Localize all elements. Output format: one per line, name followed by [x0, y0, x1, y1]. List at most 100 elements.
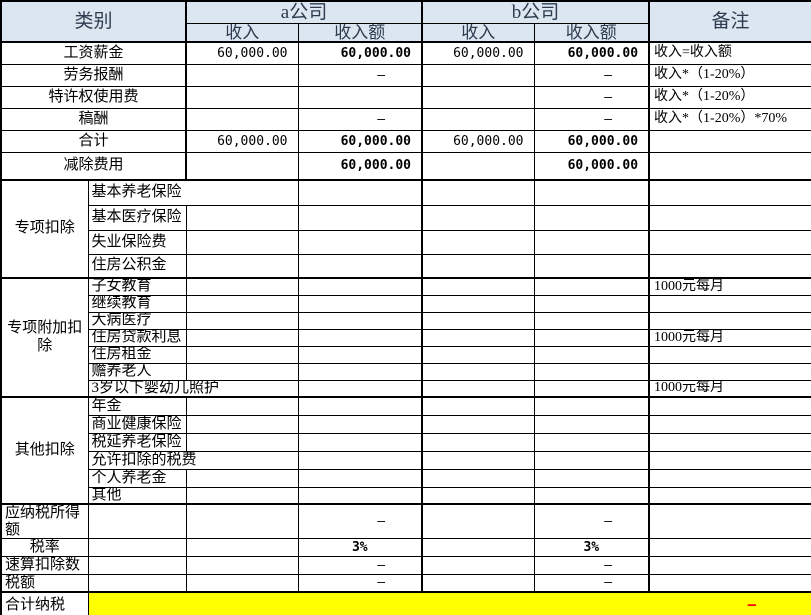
- cell-a-income[interactable]: [185, 107, 299, 131]
- cell-b-income[interactable]: [421, 503, 535, 539]
- cell-item-name[interactable]: 住房贷款利息: [87, 328, 187, 347]
- cell-b-income[interactable]: [421, 85, 535, 109]
- cell-remark[interactable]: [648, 573, 811, 593]
- cell-a-income-amount[interactable]: –: [297, 573, 424, 593]
- cell-a-income[interactable]: [185, 85, 299, 109]
- cell-a-income-amount[interactable]: [297, 450, 424, 470]
- cell-b-income[interactable]: [421, 277, 535, 296]
- cell-item-name[interactable]: 3岁以下婴幼儿照护: [87, 379, 299, 398]
- cell-b-income[interactable]: [421, 414, 535, 434]
- cell-a-income-amount[interactable]: [297, 328, 424, 347]
- header-remark[interactable]: 备注: [648, 0, 811, 43]
- cell-remark[interactable]: [648, 486, 811, 505]
- cell-b-income[interactable]: [421, 311, 535, 330]
- cell-a-income[interactable]: [185, 63, 299, 87]
- cell-row-label[interactable]: 应纳税所得额: [0, 503, 89, 539]
- cell-b-income-amount[interactable]: [533, 229, 651, 255]
- cell-remark[interactable]: [648, 151, 811, 181]
- cell-a-income-amount[interactable]: [297, 85, 424, 109]
- cell-a-income-amount[interactable]: [297, 253, 424, 279]
- header-category[interactable]: 类别: [0, 0, 188, 43]
- cell-row-label[interactable]: 稿酬: [0, 107, 188, 131]
- cell-b-income-amount[interactable]: 60,000.00: [533, 129, 651, 153]
- cell-item-name[interactable]: 基本医疗保险: [87, 204, 187, 231]
- cell-b-income-amount[interactable]: [533, 432, 651, 452]
- cell-b-income[interactable]: 60,000.00: [421, 41, 535, 65]
- cell-remark[interactable]: [648, 396, 811, 416]
- cell-row-label[interactable]: 税率: [0, 538, 89, 557]
- cell-a-income-amount[interactable]: [297, 468, 424, 488]
- cell-a-income-amount[interactable]: [297, 486, 424, 505]
- cell-b-income-amount[interactable]: [533, 253, 651, 279]
- cell-b-income[interactable]: [421, 345, 535, 364]
- cell-b-income[interactable]: [421, 151, 535, 181]
- cell-spacer[interactable]: [87, 573, 187, 593]
- cell-b-income-amount[interactable]: [533, 345, 651, 364]
- cell-a-income-amount[interactable]: 3%: [297, 538, 424, 557]
- cell-b-income-amount[interactable]: [533, 362, 651, 381]
- cell-a-income-amount[interactable]: 60,000.00: [297, 129, 424, 153]
- header-b-income[interactable]: 收入: [421, 22, 535, 43]
- cell-a-income-amount[interactable]: [297, 277, 424, 296]
- cell-group-label[interactable]: 其他扣除: [0, 396, 89, 505]
- cell-item-name[interactable]: 大病医疗: [87, 311, 187, 330]
- cell-b-income-amount[interactable]: [533, 414, 651, 434]
- cell-a-income[interactable]: [185, 432, 299, 452]
- cell-a-income[interactable]: [185, 556, 299, 575]
- cell-remark[interactable]: [648, 468, 811, 488]
- cell-a-income[interactable]: [185, 229, 299, 255]
- cell-a-income-amount[interactable]: [297, 294, 424, 313]
- cell-a-income-amount[interactable]: [297, 379, 424, 398]
- cell-b-income-amount[interactable]: [533, 379, 651, 398]
- cell-b-income[interactable]: [421, 450, 535, 470]
- cell-a-income-amount[interactable]: 60,000.00: [297, 151, 424, 181]
- cell-b-income[interactable]: [421, 362, 535, 381]
- cell-item-name[interactable]: 子女教育: [87, 277, 187, 296]
- cell-row-label[interactable]: 特许权使用费: [0, 85, 188, 109]
- cell-remark[interactable]: 收入*（1-20%）: [648, 85, 811, 109]
- cell-remark[interactable]: [648, 538, 811, 557]
- cell-item-name[interactable]: 基本养老保险: [87, 179, 299, 206]
- cell-b-income-amount[interactable]: [533, 277, 651, 296]
- cell-item-name[interactable]: 允许扣除的税费: [87, 450, 299, 470]
- cell-remark[interactable]: [648, 345, 811, 364]
- cell-a-income-amount[interactable]: [297, 229, 424, 255]
- cell-remark[interactable]: [648, 129, 811, 153]
- cell-a-income-amount[interactable]: [297, 311, 424, 330]
- cell-item-name[interactable]: 税延养老保险: [87, 432, 187, 452]
- cell-a-income-amount[interactable]: [297, 432, 424, 452]
- cell-remark[interactable]: 1000元每月: [648, 379, 811, 398]
- cell-remark[interactable]: [648, 450, 811, 470]
- cell-a-income[interactable]: [185, 503, 299, 539]
- cell-b-income-amount[interactable]: [533, 204, 651, 231]
- cell-a-income-amount[interactable]: [297, 204, 424, 231]
- cell-a-income[interactable]: [185, 151, 299, 181]
- cell-remark[interactable]: [648, 503, 811, 539]
- cell-row-label[interactable]: 合计: [0, 129, 188, 153]
- cell-a-income[interactable]: [185, 311, 299, 330]
- header-a-income-amount[interactable]: 收入额: [297, 22, 424, 43]
- cell-remark[interactable]: [648, 414, 811, 434]
- cell-b-income[interactable]: [421, 253, 535, 279]
- cell-b-income[interactable]: 60,000.00: [421, 129, 535, 153]
- cell-a-income[interactable]: [185, 253, 299, 279]
- cell-item-name[interactable]: 个人养老金: [87, 468, 187, 488]
- cell-b-income-amount[interactable]: –: [533, 556, 651, 575]
- cell-b-income-amount[interactable]: [533, 311, 651, 330]
- cell-spacer[interactable]: [87, 556, 187, 575]
- cell-remark[interactable]: [648, 253, 811, 279]
- header-b-income-amount[interactable]: 收入额: [533, 22, 651, 43]
- cell-remark[interactable]: 收入=收入额: [648, 41, 811, 65]
- cell-a-income-amount[interactable]: 60,000.00: [297, 41, 424, 65]
- cell-a-income[interactable]: [185, 573, 299, 593]
- cell-b-income[interactable]: [421, 63, 535, 87]
- cell-a-income[interactable]: [185, 414, 299, 434]
- cell-remark[interactable]: 收入*（1-20%）*70%: [648, 107, 811, 131]
- cell-item-name[interactable]: 年金: [87, 396, 187, 416]
- cell-b-income-amount[interactable]: –: [533, 85, 651, 109]
- cell-item-name[interactable]: 赡养老人: [87, 362, 187, 381]
- cell-b-income[interactable]: [421, 379, 535, 398]
- cell-row-label[interactable]: 速算扣除数: [0, 556, 89, 575]
- cell-remark[interactable]: [648, 294, 811, 313]
- cell-a-income[interactable]: [185, 362, 299, 381]
